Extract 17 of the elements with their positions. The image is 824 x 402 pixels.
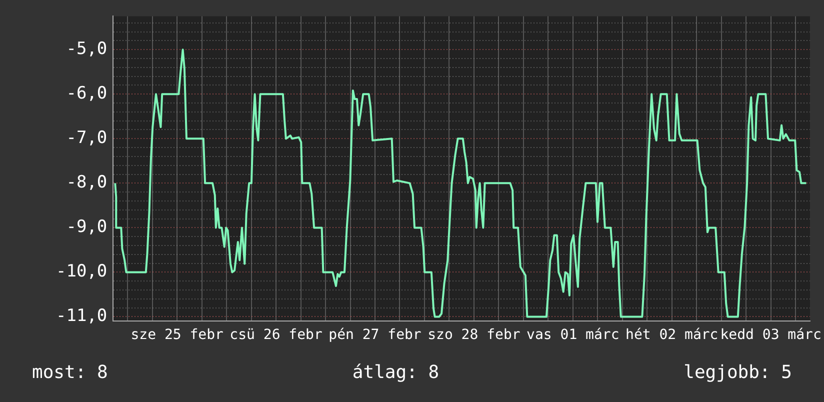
x-tick-label: csü 26 febr [230,327,322,344]
y-tick-label: -5,0 [66,39,108,60]
x-tick-label: kedd 03 márc [720,327,822,344]
y-tick-label: -8,0 [66,172,108,193]
x-tick-label: vas 01 márc [526,327,620,344]
x-tick-label: sze 25 febr [130,327,224,344]
text: átlag: 8 [352,362,440,383]
y-tick-label: -9,0 [66,217,108,238]
y-tick-label: -6,0 [66,84,108,104]
x-tick-label: pén 27 febr [328,327,422,344]
text: legjobb: 5 [684,362,792,383]
text: most: 8 [32,362,108,383]
y-tick-label: -11,0 [56,306,108,326]
x-tick-label: hét 02 márc [626,327,718,344]
x-tick-label: szo 28 febr [428,327,520,344]
y-tick-label: -10,0 [56,262,108,282]
y-tick-label: -7,0 [66,128,108,148]
